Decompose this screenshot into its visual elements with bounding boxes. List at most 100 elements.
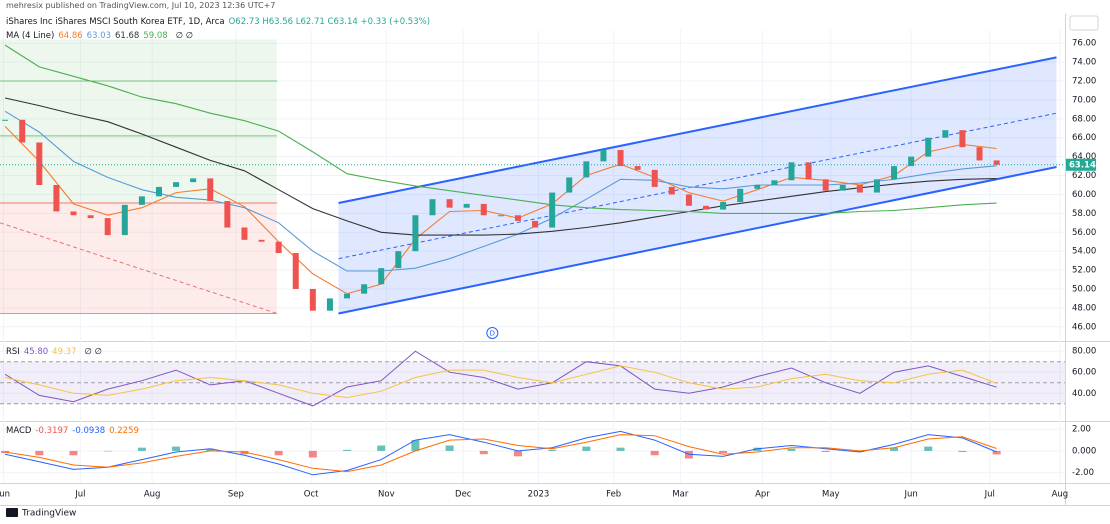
- candle: [104, 218, 111, 236]
- rsi-na: ∅ ∅: [84, 347, 103, 357]
- candle: [703, 205, 710, 210]
- histogram-bar: [958, 450, 967, 453]
- ohlc: O62.73 H63.56 L62.71 C63.14 +0.33 (+0.53…: [228, 17, 431, 27]
- candle: [805, 162, 812, 180]
- histogram-bar: [240, 450, 249, 455]
- ma-legend: MA (4 Line) 64.86 63.03 61.68 59.08 ∅ ∅: [6, 31, 197, 41]
- candle: [754, 185, 761, 189]
- y-tick-label: 40.00: [1072, 389, 1096, 399]
- legend-value: 61.68: [115, 31, 140, 41]
- candle: [344, 293, 351, 299]
- candle: [292, 253, 299, 289]
- candle: [976, 147, 983, 161]
- legend-value: 59.08: [143, 31, 168, 41]
- candle: [514, 215, 521, 221]
- series-line: [4, 110, 997, 272]
- histogram-bar: [445, 445, 454, 451]
- logo-icon: [6, 508, 18, 517]
- histogram-bar: [924, 446, 933, 451]
- x-tick-label: Dec: [455, 490, 472, 500]
- zone-band: [0, 81, 277, 136]
- candle: [326, 298, 333, 311]
- x-tick-label: Aug: [1052, 490, 1069, 500]
- x-tick-label: Apr: [755, 490, 770, 500]
- x-tick-label: Sep: [228, 490, 244, 500]
- x-tick-label: Aug: [144, 490, 161, 500]
- candle: [497, 215, 504, 217]
- macd-label: MACD: [6, 426, 32, 436]
- candle: [207, 178, 214, 202]
- candle: [378, 268, 385, 285]
- histogram-bar: [308, 450, 317, 458]
- y-tick-label: 48.00: [1072, 303, 1096, 313]
- histogram-bar: [69, 450, 78, 456]
- histogram-bar: [103, 450, 112, 452]
- candle: [446, 199, 453, 208]
- candle: [668, 186, 675, 195]
- footer-logo: TradingView: [21, 509, 76, 519]
- candle: [634, 166, 641, 170]
- candle: [959, 130, 966, 148]
- candle: [685, 194, 692, 206]
- rsi-label: RSI: [6, 347, 20, 357]
- candle: [70, 211, 77, 216]
- x-tick-label: Nov: [378, 490, 395, 500]
- histogram-bar: [137, 447, 146, 451]
- candle: [566, 177, 573, 193]
- candle: [155, 186, 162, 197]
- candle: [891, 166, 898, 180]
- candle: [19, 119, 26, 143]
- series-line: [4, 350, 997, 407]
- series-line: [4, 365, 997, 399]
- event-label: D: [490, 330, 495, 338]
- axes: Jun Jul Aug Sep Oct Nov Dec 2023 Feb Mar Apr May Jun…: [0, 39, 1096, 500]
- candle: [138, 196, 145, 205]
- y-tick-label: 64.00: [1072, 152, 1096, 162]
- series-line: [4, 126, 997, 295]
- candle: [412, 215, 419, 252]
- histogram-bar: [548, 449, 557, 451]
- series-line: [5, 434, 997, 473]
- candle: [53, 185, 60, 212]
- y-tick-label: 2.00: [1072, 425, 1091, 435]
- y-tick-label: 60.00: [1072, 368, 1096, 378]
- event-marker: [486, 327, 499, 339]
- histogram-bar: [890, 447, 899, 451]
- x-tick-label: Feb: [606, 490, 621, 500]
- series-line: [4, 430, 997, 476]
- y-tick-label: 50.00: [1072, 284, 1096, 294]
- y-tick-label: 54.00: [1072, 247, 1096, 257]
- y-tick-label: 80.00: [1072, 347, 1096, 357]
- candle: [651, 169, 658, 187]
- candle: [856, 185, 863, 193]
- candle: [429, 199, 436, 216]
- candle: [190, 178, 197, 183]
- y-tick-label: 70.00: [1072, 95, 1096, 105]
- legend-value: 0.2259: [109, 426, 139, 436]
- candle: [839, 185, 846, 191]
- histogram-bar: [513, 450, 522, 457]
- y-tick-label: 60.00: [1072, 190, 1096, 200]
- last-price-tag: [1066, 158, 1096, 171]
- candle: [463, 203, 470, 208]
- candle: [309, 288, 316, 311]
- candle: [532, 220, 539, 228]
- y-tick-label: 46.00: [1072, 322, 1096, 332]
- histogram-bar: [35, 450, 44, 456]
- series-line: [4, 97, 997, 236]
- histogram-bar: [992, 450, 1001, 455]
- zone-band: [0, 202, 277, 314]
- histogram-bar: [411, 440, 420, 451]
- y-tick-label: 62.00: [1072, 171, 1096, 181]
- y-tick-label: 74.00: [1072, 58, 1096, 68]
- histogram-bar: [650, 450, 659, 456]
- x-tick-label: Jul: [74, 490, 85, 500]
- ma-na: ∅ ∅: [175, 31, 194, 41]
- histogram-bar: [206, 448, 215, 451]
- candle: [241, 227, 248, 240]
- channel-line: [338, 112, 1057, 260]
- x-tick-label: 2023: [528, 490, 550, 500]
- histogram-bar: [343, 449, 352, 451]
- settings-box[interactable]: [1069, 15, 1099, 31]
